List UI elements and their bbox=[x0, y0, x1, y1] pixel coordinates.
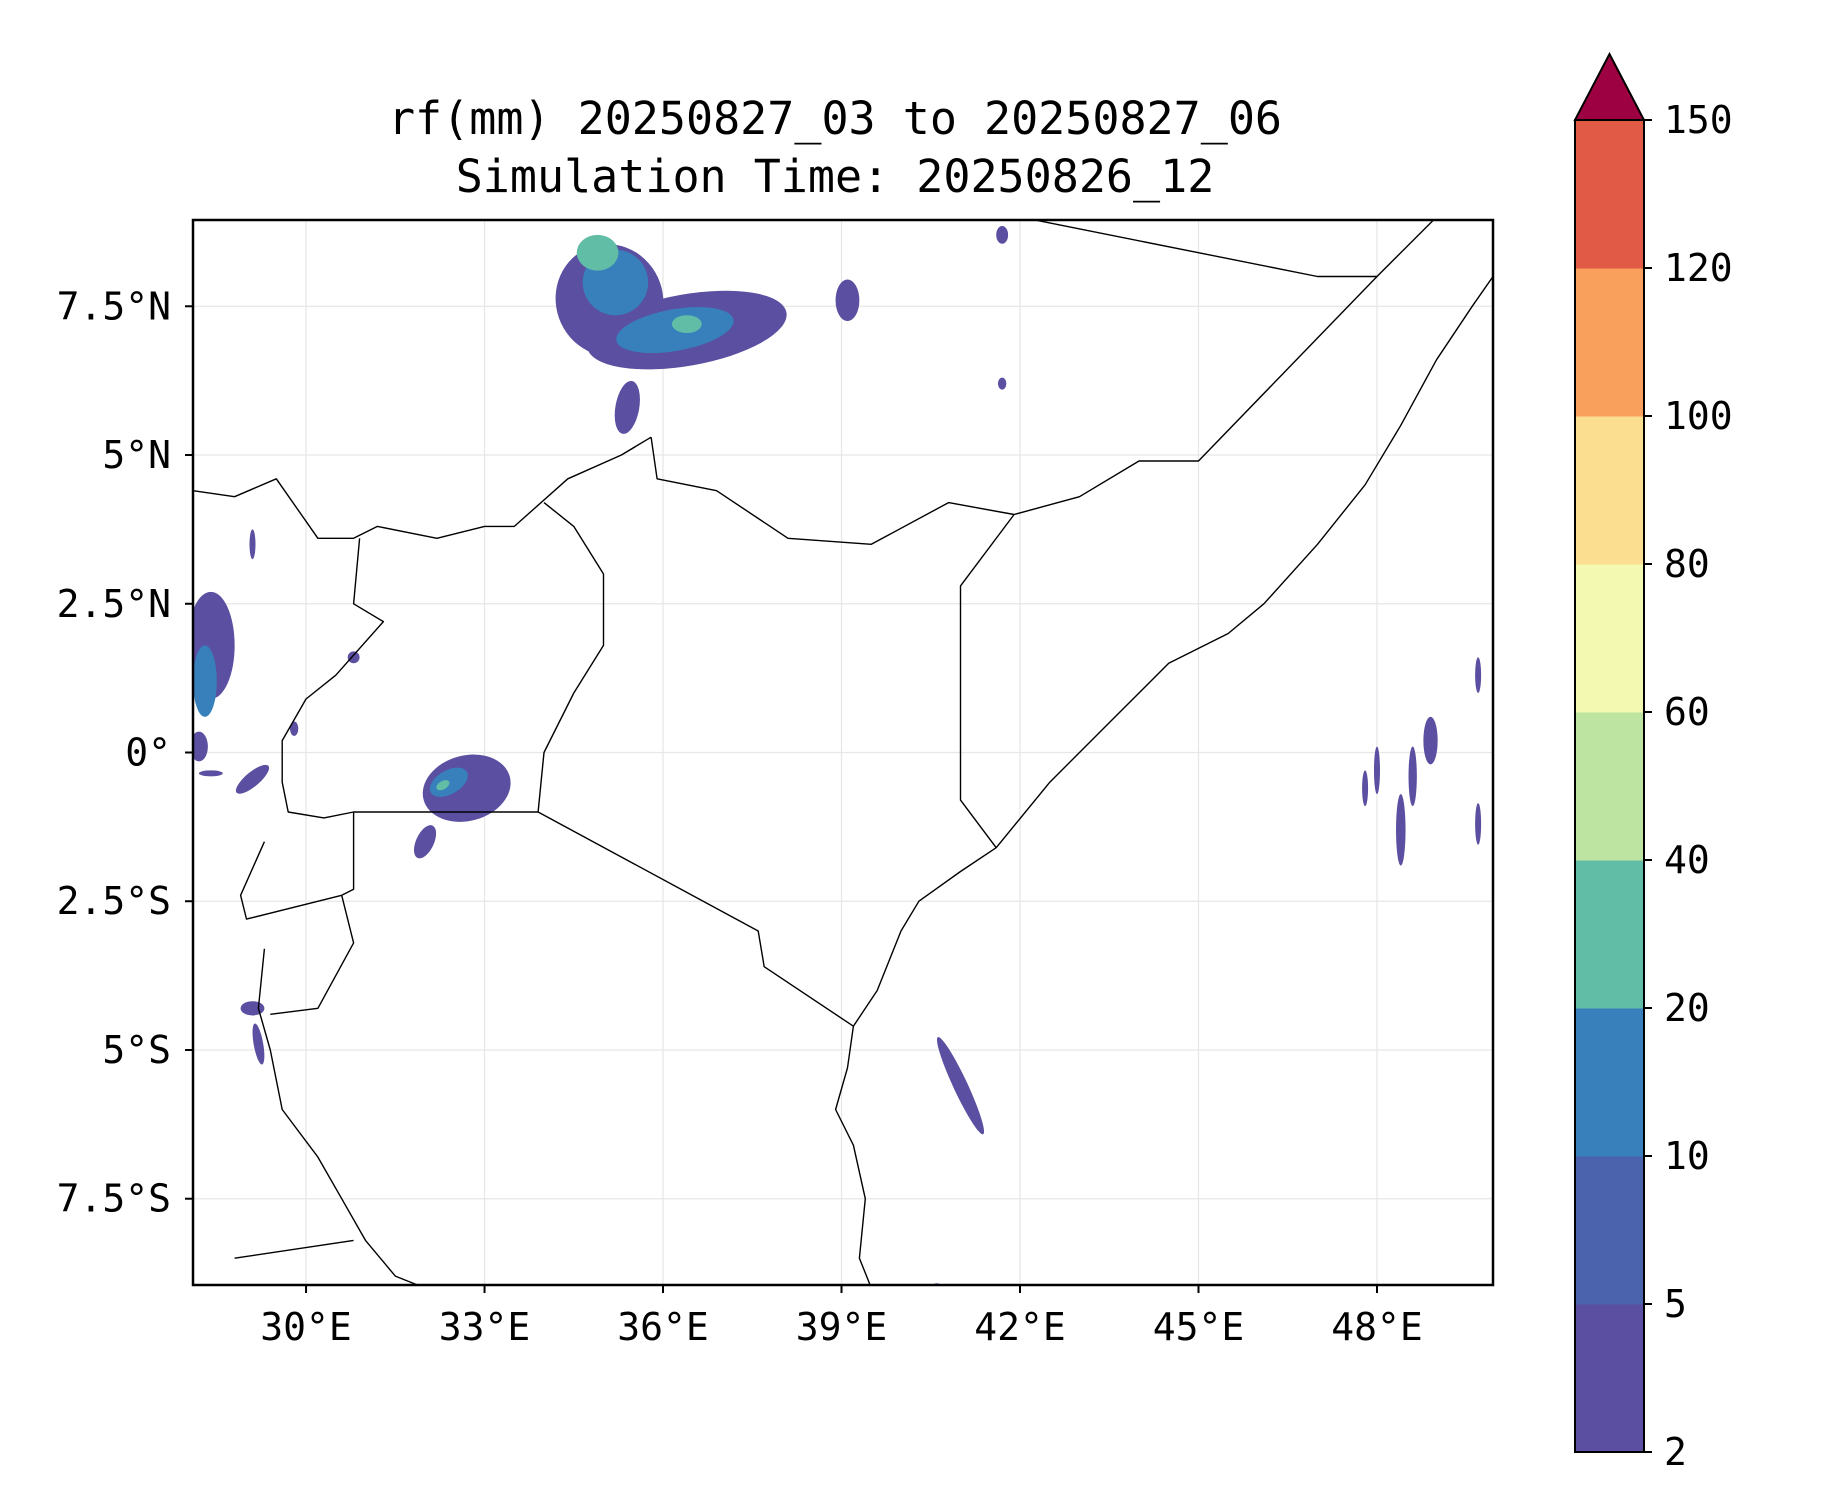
colorbar-segment bbox=[1575, 416, 1644, 565]
rain-cell bbox=[671, 315, 702, 334]
x-tick-label: 36°E bbox=[617, 1305, 709, 1349]
colorbar-segment bbox=[1575, 1008, 1644, 1157]
rain-cell bbox=[1475, 657, 1482, 694]
country-borders bbox=[193, 220, 1493, 1285]
y-tick-label: 7.5°S bbox=[57, 1177, 171, 1221]
rain-cell bbox=[1396, 794, 1406, 866]
colorbar-segment bbox=[1575, 564, 1644, 713]
rain-cell bbox=[1475, 803, 1482, 845]
colorbar-label: 100 bbox=[1664, 394, 1733, 438]
rain-cell bbox=[997, 377, 1007, 390]
map-title-line2: Simulation Time: 20250826_12 bbox=[455, 150, 1215, 203]
y-tick-label: 5°N bbox=[102, 433, 171, 477]
country-border bbox=[239, 812, 355, 920]
rain-cell bbox=[289, 721, 299, 736]
colorbar-label: 60 bbox=[1664, 690, 1710, 734]
rain-cell bbox=[1423, 716, 1438, 765]
map-title-line1: rf(mm) 20250827_03 to 20250827_06 bbox=[387, 92, 1283, 145]
x-tick-label: 48°E bbox=[1331, 1305, 1423, 1349]
country-border bbox=[281, 538, 539, 819]
rain-cell bbox=[193, 645, 217, 717]
rain-cell bbox=[252, 1023, 265, 1065]
colorbar-segment bbox=[1575, 268, 1644, 417]
map-gridlines bbox=[193, 220, 1493, 1285]
x-tick-label: 33°E bbox=[439, 1305, 531, 1349]
colorbar-segment bbox=[1575, 1156, 1644, 1305]
y-tick-label: 5°S bbox=[102, 1028, 171, 1072]
y-tick-label: 2.5°S bbox=[57, 879, 171, 923]
lake-shore bbox=[257, 948, 420, 1285]
rain-cell bbox=[1373, 746, 1380, 795]
rain-cell bbox=[413, 825, 437, 859]
rain-cell bbox=[996, 225, 1009, 244]
y-tick-label: 2.5°N bbox=[57, 582, 171, 626]
rain-cell bbox=[249, 529, 256, 560]
colorbar-label: 5 bbox=[1664, 1282, 1687, 1326]
y-tick-label: 7.5°N bbox=[57, 284, 171, 328]
colorbar-label: 120 bbox=[1664, 246, 1733, 290]
latitude-axis: 7.5°N 5°N 2.5°N 0° 2.5°S 5°S 7.5°S bbox=[57, 284, 193, 1221]
rain-cell bbox=[1408, 746, 1417, 807]
rain-cell bbox=[1362, 770, 1369, 807]
country-border bbox=[1031, 220, 1377, 278]
rainfall-colorbar: 2 5 10 20 40 60 80 100 120 150 bbox=[1573, 51, 1733, 1474]
x-tick-label: 45°E bbox=[1153, 1305, 1245, 1349]
country-border bbox=[193, 436, 652, 539]
country-border bbox=[959, 514, 1015, 849]
country-border bbox=[234, 1239, 354, 1259]
colorbar-label: 80 bbox=[1664, 542, 1710, 586]
country-border bbox=[537, 502, 605, 813]
x-tick-label: 39°E bbox=[796, 1305, 888, 1349]
colorbar-segment bbox=[1575, 860, 1644, 1009]
colorbar-label: 20 bbox=[1664, 986, 1710, 1030]
colorbar-label: 150 bbox=[1664, 98, 1733, 142]
colorbar-frame bbox=[1574, 119, 1645, 1453]
colorbar-label: 40 bbox=[1664, 838, 1710, 882]
rain-cell bbox=[347, 651, 360, 664]
rainfall-contours bbox=[193, 225, 1482, 1285]
rain-cell bbox=[614, 380, 640, 434]
colorbar-segment bbox=[1575, 120, 1644, 269]
rain-cell bbox=[436, 780, 450, 791]
colorbar-segment bbox=[1575, 712, 1644, 861]
rain-cell bbox=[235, 764, 270, 794]
rain-cell bbox=[576, 234, 619, 271]
colorbar-extend-arrow bbox=[1573, 51, 1646, 121]
country-border bbox=[537, 811, 854, 1027]
country-border bbox=[270, 895, 355, 1015]
y-tick-label: 0° bbox=[125, 731, 171, 775]
rain-cell bbox=[616, 307, 734, 354]
coastline bbox=[834, 1026, 871, 1285]
rain-cell bbox=[835, 279, 860, 322]
rain-cell bbox=[936, 1037, 985, 1135]
colorbar-label: 2 bbox=[1664, 1430, 1687, 1474]
rain-cell bbox=[198, 770, 223, 777]
colorbar-label: 10 bbox=[1664, 1134, 1710, 1178]
rain-cell bbox=[240, 1001, 265, 1016]
colorbar-segment bbox=[1575, 1304, 1644, 1453]
country-border bbox=[650, 220, 1435, 545]
x-tick-label: 42°E bbox=[974, 1305, 1066, 1349]
rain-cell bbox=[193, 731, 208, 762]
x-tick-label: 30°E bbox=[260, 1305, 352, 1349]
longitude-axis: 30°E 33°E 36°E 39°E 42°E 45°E 48°E bbox=[260, 1285, 1423, 1349]
coastline bbox=[852, 276, 1493, 1027]
